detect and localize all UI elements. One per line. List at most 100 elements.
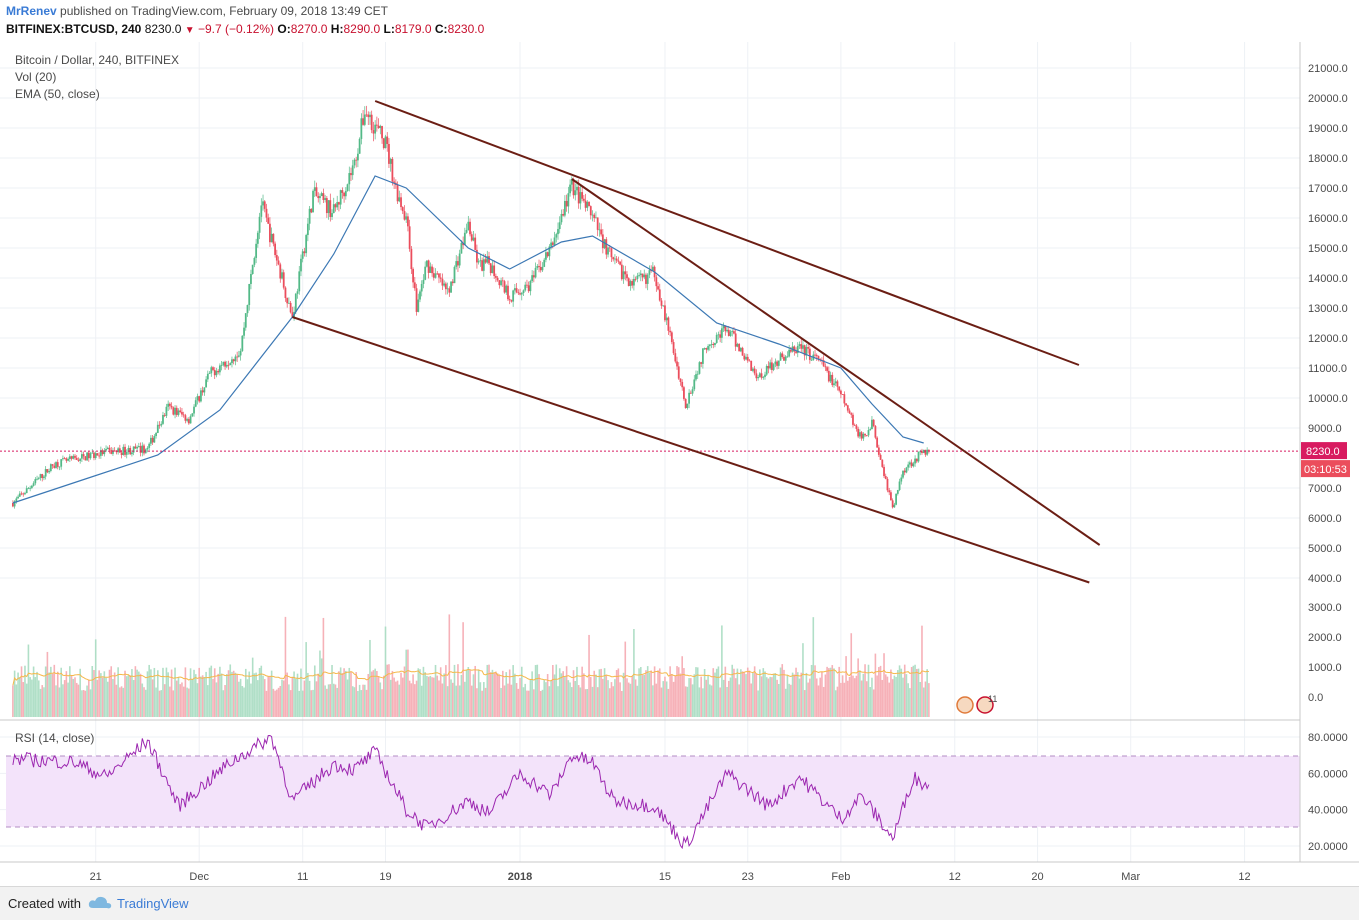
volume-bar: [791, 672, 794, 717]
candle-body: [56, 462, 59, 467]
volume-bar: [412, 674, 414, 717]
candle-body: [574, 190, 577, 196]
candle-body: [808, 348, 811, 360]
candle-body: [541, 266, 544, 271]
volume-bar: [319, 650, 321, 717]
volume-bar: [82, 690, 85, 717]
volume-bar: [433, 677, 435, 717]
volume-bar: [841, 675, 844, 717]
candle-body: [617, 260, 620, 262]
candle-body: [739, 347, 742, 352]
volume-bar: [429, 675, 432, 717]
price-tick-label: 4000.0: [1308, 573, 1342, 585]
volume-bar: [441, 683, 444, 717]
candle-body: [191, 413, 194, 417]
candle-body: [175, 407, 178, 415]
volume-bar: [189, 668, 192, 717]
volume-bar: [588, 634, 590, 717]
candle-body: [174, 407, 176, 415]
volume-bar: [117, 667, 119, 717]
volume-bar: [690, 678, 692, 717]
volume-bar: [96, 679, 99, 717]
volume-bar: [19, 677, 21, 717]
volume-bar: [467, 667, 470, 717]
candle-body: [848, 410, 851, 414]
volume-bar: [350, 671, 352, 717]
volume-bar: [201, 675, 204, 717]
candle-body: [422, 279, 425, 284]
volume-bar: [826, 666, 828, 717]
price-chart[interactable]: 21 Dec 11 19 2018 15 23 Feb 12 20 Mar 12 21000.0 2000…: [0, 42, 1359, 886]
events-icon[interactable]: 11: [956, 694, 997, 714]
volume-bar: [784, 688, 787, 717]
candle-body: [34, 479, 37, 484]
volume-bar: [615, 670, 618, 717]
volume-bar: [888, 682, 890, 717]
volume-bar: [762, 668, 765, 717]
volume-bar: [274, 690, 276, 717]
volume-bar: [291, 677, 294, 717]
candle-body: [567, 193, 570, 207]
candle-body: [665, 317, 668, 321]
volume-bar: [595, 674, 597, 717]
volume-bar: [522, 687, 525, 717]
volume-bar: [515, 683, 518, 717]
candle-body: [281, 272, 283, 279]
volume-bar: [621, 690, 623, 717]
trendline: [292, 316, 1090, 584]
volume-bar: [396, 680, 399, 717]
volume-bars: [12, 614, 930, 717]
volume-bar: [131, 669, 133, 717]
volume-bar: [526, 690, 528, 717]
candle-body: [601, 234, 604, 249]
volume-bar: [783, 669, 785, 717]
candle-body: [482, 259, 485, 271]
candle-body: [208, 373, 211, 375]
candle-body: [493, 265, 496, 277]
chart-grid: [0, 42, 1300, 862]
candle-body: [39, 474, 42, 478]
candle-body: [251, 264, 254, 275]
volume-tick-label: 2000.0: [1308, 632, 1342, 644]
candle-body: [777, 360, 780, 366]
volume-bar: [776, 679, 778, 717]
volume-bar: [531, 671, 533, 717]
volume-bar: [605, 675, 608, 717]
volume-bar: [500, 687, 502, 717]
footer-brand[interactable]: TradingView: [117, 896, 189, 911]
candle-body: [626, 274, 628, 279]
volume-bar: [502, 670, 504, 717]
candle-body: [715, 334, 718, 343]
candle-body: [515, 288, 518, 293]
candle-body: [789, 349, 792, 352]
volume-bar: [172, 690, 175, 717]
volume-bar: [398, 684, 401, 717]
candle-body: [698, 362, 701, 374]
candle-body: [513, 288, 516, 291]
x-tick-label: 2018: [508, 871, 532, 883]
candle-body: [638, 275, 640, 276]
candle-body: [584, 200, 587, 208]
candle-body: [462, 242, 465, 246]
candle-body: [70, 456, 73, 459]
candle-body: [550, 242, 552, 247]
volume-bar: [512, 665, 514, 717]
x-tick-label: 20: [1031, 871, 1043, 883]
candle-body: [48, 471, 51, 473]
candle-body: [745, 356, 747, 360]
volume-bar: [843, 682, 846, 717]
volume-bar: [338, 671, 340, 717]
volume-bar: [193, 669, 195, 717]
volume-bar: [874, 653, 877, 717]
volume-bar: [802, 643, 804, 717]
author-name[interactable]: MrRenev: [6, 4, 57, 18]
candle-body: [165, 406, 168, 416]
volume-bar: [420, 685, 423, 717]
candle-body: [829, 374, 832, 382]
volume-bar: [326, 688, 328, 717]
last-price-tag: [1301, 442, 1347, 460]
candle-body: [465, 229, 468, 233]
volume-bar: [91, 666, 94, 717]
candle-body: [503, 281, 506, 293]
candle-body: [529, 281, 532, 292]
